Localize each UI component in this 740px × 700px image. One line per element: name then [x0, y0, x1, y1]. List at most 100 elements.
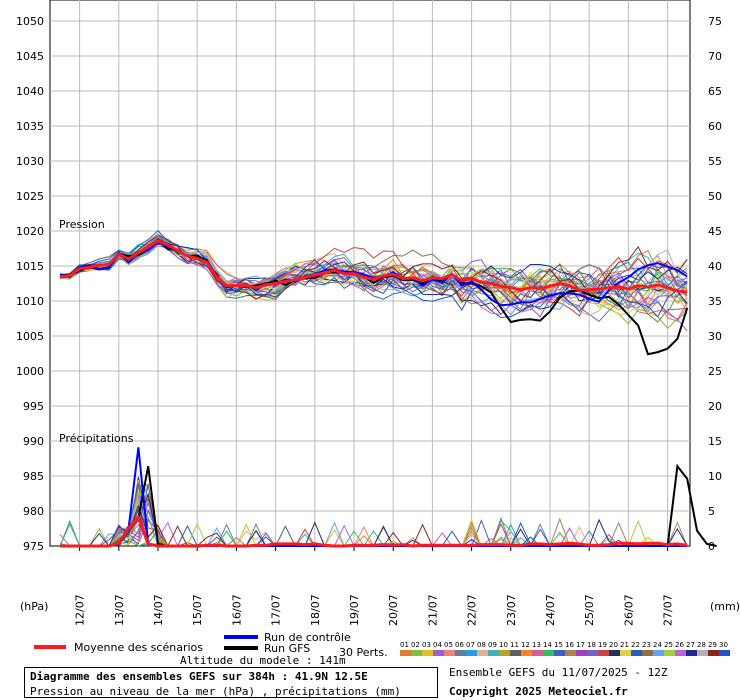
left-unit-label: (hPa)	[20, 600, 48, 613]
right-unit-label: (mm)	[710, 600, 740, 613]
moyenne-des-scenarios-precip-line	[60, 514, 688, 548]
perturbation-legend-swatch	[708, 650, 719, 656]
y-tick-label-left: 1005	[16, 330, 44, 343]
y-tick-label-left: 1030	[16, 155, 44, 168]
perturbation-legend-id: 21	[620, 641, 629, 649]
perturbation-legend-swatch	[697, 650, 708, 656]
y-tick-label-right: 15	[708, 435, 722, 448]
perturbation-legend-id: 06	[455, 641, 464, 649]
precip-label: Précipitations	[59, 432, 134, 445]
perturbation-legend-id: 23	[642, 641, 651, 649]
x-tick-label: 16/07	[230, 594, 243, 626]
x-tick-label: 25/07	[583, 594, 596, 626]
perturbation-legend-id: 27	[686, 641, 695, 649]
perturbation-legend-swatch	[400, 650, 411, 656]
perturbation-legend-id: 11	[510, 641, 519, 649]
run-info: Ensemble GEFS du 11/07/2025 - 12Z	[449, 666, 668, 679]
perturbation-legend-swatch	[477, 650, 488, 656]
altitude-label: Altitude du modele : 141m	[180, 654, 346, 667]
perturbation-29-pressure-line	[59, 235, 688, 303]
perturbation-legend-swatch	[565, 650, 576, 656]
perturbation-legend-id: 19	[598, 641, 607, 649]
chart-subtitle: Pression au niveau de la mer (hPa) , pré…	[30, 685, 401, 698]
perturbation-legend-id: 18	[587, 641, 596, 649]
y-tick-label-right: 0	[708, 540, 715, 553]
y-tick-label-right: 65	[708, 85, 722, 98]
x-tick-label: 12/07	[74, 594, 87, 626]
perturbation-legend-id: 10	[499, 641, 508, 649]
perturbation-legend-swatch	[499, 650, 510, 656]
x-tick-label: 22/07	[466, 594, 479, 626]
copyright: Copyright 2025 Meteociel.fr	[449, 685, 628, 698]
perturbation-legend-swatch	[488, 650, 499, 656]
y-tick-label-left: 1010	[16, 295, 44, 308]
perturbation-legend-id: 12	[521, 641, 530, 649]
perturbation-legend-id: 02	[411, 641, 420, 649]
y-tick-label-right: 70	[708, 50, 722, 63]
left-axis: 1050 1045 1040 1035 1030 1025 1020 1015 1010 1005…	[16, 15, 44, 553]
perturbation-legend-swatch	[510, 650, 521, 656]
x-tick-label: 17/07	[270, 594, 283, 626]
perturbation-legend-id: 07	[466, 641, 475, 649]
grid	[50, 0, 690, 546]
perturbation-legend-id: 05	[444, 641, 453, 649]
y-tick-label-right: 45	[708, 225, 722, 238]
perturbation-legend-swatch	[598, 650, 609, 656]
perturbation-legend-id: 16	[565, 641, 574, 649]
x-tick-label: 13/07	[113, 594, 126, 626]
y-tick-label-left: 1035	[16, 120, 44, 133]
perturbation-15-pressure-line	[59, 244, 688, 300]
perturbation-legend-id: 25	[664, 641, 673, 649]
y-tick-label-right: 20	[708, 400, 722, 413]
perturbation-legend-id: 24	[653, 641, 662, 649]
legend-mean-label: Moyenne des scénarios	[74, 641, 203, 654]
y-tick-label-left: 995	[23, 400, 44, 413]
y-tick-label-right: 35	[708, 295, 722, 308]
x-tick-label: 27/07	[662, 594, 675, 626]
y-tick-label-left: 1000	[16, 365, 44, 378]
perturbation-legend: 01 02 03 04 05 06 07 08 09 10 11 12 13 14 15 16 17 18 19 20…	[400, 641, 730, 656]
perturbation-legend-swatch	[543, 650, 554, 656]
x-axis: 12/07 13/07 14/07 15/07 16/07 17/07 18/07 19/07…	[74, 546, 675, 626]
perturbation-legend-swatch	[466, 650, 477, 656]
perturbation-legend-id: 29	[708, 641, 717, 649]
main-series-lines	[59, 238, 717, 548]
perturbation-legend-id: 22	[631, 641, 640, 649]
y-tick-label-right: 30	[708, 330, 722, 343]
perturbation-legend-id: 08	[477, 641, 486, 649]
perturbation-legend-swatch	[576, 650, 587, 656]
perturbation-legend-swatch	[631, 650, 642, 656]
perturbation-24-pressure-line	[59, 233, 688, 316]
perturbation-legend-id: 09	[488, 641, 497, 649]
perturbation-legend-swatch	[411, 650, 422, 656]
run-gfs-line	[59, 238, 689, 356]
perturbation-legend-swatch	[609, 650, 620, 656]
perturbation-legend-id: 30	[719, 641, 728, 649]
y-tick-label-right: 50	[708, 190, 722, 203]
legend-perts-label: 30 Perts.	[339, 646, 388, 659]
perturbation-legend-id: 20	[609, 641, 618, 649]
y-tick-label-right: 75	[708, 15, 722, 28]
perturbation-legend-id: 04	[433, 641, 442, 649]
y-tick-label-right: 55	[708, 155, 722, 168]
y-tick-label-left: 1050	[16, 15, 44, 28]
x-tick-label: 14/07	[152, 594, 165, 626]
y-tick-label-left: 1020	[16, 225, 44, 238]
chart-title: Diagramme des ensembles GEFS sur 384h : …	[30, 670, 368, 683]
y-tick-label-left: 1025	[16, 190, 44, 203]
perturbation-legend-swatch	[686, 650, 697, 656]
perturbation-legend-swatch	[532, 650, 543, 656]
perturbation-legend-swatch	[433, 650, 444, 656]
perturbation-legend-id: 15	[554, 641, 563, 649]
y-tick-label-left: 1040	[16, 85, 44, 98]
perturbation-legend-id: 28	[697, 641, 706, 649]
y-tick-label-right: 5	[708, 505, 715, 518]
y-tick-label-right: 25	[708, 365, 722, 378]
legend-control-label: Run de contrôle	[264, 631, 351, 644]
perturbation-legend-swatch	[422, 650, 433, 656]
info-box	[24, 667, 438, 698]
perturbation-legend-id: 14	[543, 641, 552, 649]
x-tick-label: 26/07	[622, 594, 635, 626]
